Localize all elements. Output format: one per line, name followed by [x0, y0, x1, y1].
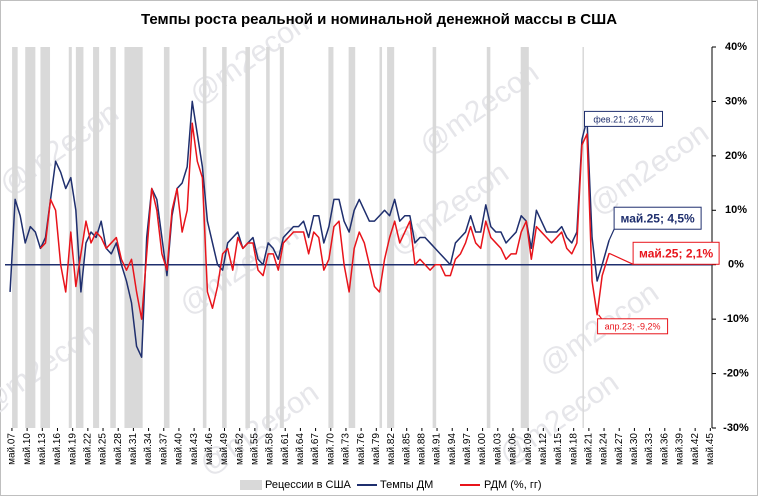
x-tick-label: май.85 [401, 433, 412, 465]
x-tick-label: май.18 [568, 433, 579, 465]
x-tick-label: май.33 [644, 433, 655, 465]
annotation-box [613, 206, 702, 230]
recession-band [387, 47, 395, 428]
x-tick-label: май.25 [98, 433, 109, 465]
x-tick-label: май.61 [280, 433, 291, 465]
annotation-box [597, 318, 669, 335]
plot-area [5, 46, 716, 431]
x-tick-label: май.27 [614, 433, 625, 465]
x-tick-label: май.21 [584, 433, 595, 465]
x-tick-label: май.37 [158, 433, 169, 465]
recession-band [432, 47, 437, 428]
recession-band [75, 47, 84, 428]
y-tick-label: -10% [723, 313, 749, 325]
x-tick-label: май.03 [492, 433, 503, 465]
y-tick-label: 20% [725, 150, 747, 162]
x-tick-label: май.42 [690, 433, 701, 465]
x-tick-label: май.00 [477, 433, 488, 465]
recession-band [25, 47, 36, 428]
x-tick-label: май.97 [462, 433, 473, 465]
x-tick-label: май.73 [341, 433, 352, 465]
x-tick-label: май.31 [128, 433, 139, 465]
recession-band [379, 47, 383, 428]
legend-label: РДМ (%, гг) [484, 479, 542, 491]
annotation-box [632, 241, 720, 265]
y-tick-label: 0% [728, 259, 744, 271]
y-tick-label: -30% [723, 422, 749, 434]
x-tick-label: май.09 [523, 433, 534, 465]
x-tick-label: май.12 [538, 433, 549, 465]
x-tick-label: май.79 [371, 433, 382, 465]
x-tick-label: май.30 [629, 433, 640, 465]
x-tick-label: май.88 [417, 433, 428, 465]
recession-band [222, 47, 227, 428]
x-tick-label: май.52 [234, 433, 245, 465]
recession-band [520, 47, 529, 428]
x-tick-label: май.36 [659, 433, 670, 465]
series-line [39, 122, 610, 320]
y-tick-label: 30% [725, 95, 747, 107]
y-tick-label: 40% [725, 41, 747, 53]
annotation-label: май.25; 2,1% [639, 246, 713, 260]
annotation-leader [608, 252, 634, 265]
x-tick-label: май.76 [356, 433, 367, 465]
x-tick-label: май.16 [52, 433, 63, 465]
recession-band [328, 47, 334, 428]
recession-band [266, 47, 270, 428]
x-tick-label: май.43 [189, 433, 200, 465]
x-tick-label: май.70 [325, 433, 336, 465]
x-tick-label: май.06 [508, 433, 519, 465]
recession-band [486, 47, 491, 428]
x-tick-label: май.34 [143, 433, 154, 465]
x-tick-label: май.10 [22, 433, 33, 465]
annotation-label: апр.23; -9,2% [605, 322, 661, 332]
x-tick-label: май.24 [599, 433, 610, 465]
annotation-box [584, 110, 664, 127]
x-tick-label: май.07 [7, 433, 18, 465]
recession-band [110, 47, 116, 428]
annotation-label: фев.21; 26,7% [593, 114, 653, 124]
x-tick-label: май.49 [219, 433, 230, 465]
x-tick-label: май.91 [432, 433, 443, 465]
recession-band [279, 47, 284, 428]
x-tick-label: май.46 [204, 433, 215, 465]
x-tick-label: май.64 [295, 433, 306, 465]
legend-label: Темпы ДМ [380, 479, 433, 491]
x-tick-label: май.19 [67, 433, 78, 465]
x-tick-label: май.55 [249, 433, 260, 465]
y-tick-label: 10% [725, 204, 747, 216]
x-tick-label: май.28 [113, 433, 124, 465]
series-line [9, 100, 610, 358]
x-tick-label: май.82 [386, 433, 397, 465]
annotation-leader [608, 228, 615, 241]
x-tick-label: май.13 [37, 433, 48, 465]
x-tick-label: май.39 [675, 433, 686, 465]
x-tick-label: май.67 [310, 433, 321, 465]
annotation-label: май.25; 4,5% [621, 211, 695, 225]
recession-band [348, 47, 356, 428]
y-tick-label: -20% [723, 367, 749, 379]
x-tick-label: май.94 [447, 433, 458, 465]
x-tick-label: май.22 [82, 433, 93, 465]
x-tick-label: май.45 [705, 433, 716, 465]
x-tick-label: май.15 [553, 433, 564, 465]
chart-title: Темпы роста реальной и номинальной денеж… [141, 11, 617, 28]
x-tick-label: май.58 [265, 433, 276, 465]
recession-band [163, 47, 170, 428]
recession-band [582, 47, 584, 428]
legend-swatch [240, 480, 262, 490]
recession-band [245, 47, 250, 428]
x-tick-label: май.40 [174, 433, 185, 465]
annotation-leader [598, 314, 603, 320]
legend-label: Рецессии в США [265, 479, 352, 491]
recession-band [12, 47, 18, 428]
recession-band [124, 47, 143, 428]
